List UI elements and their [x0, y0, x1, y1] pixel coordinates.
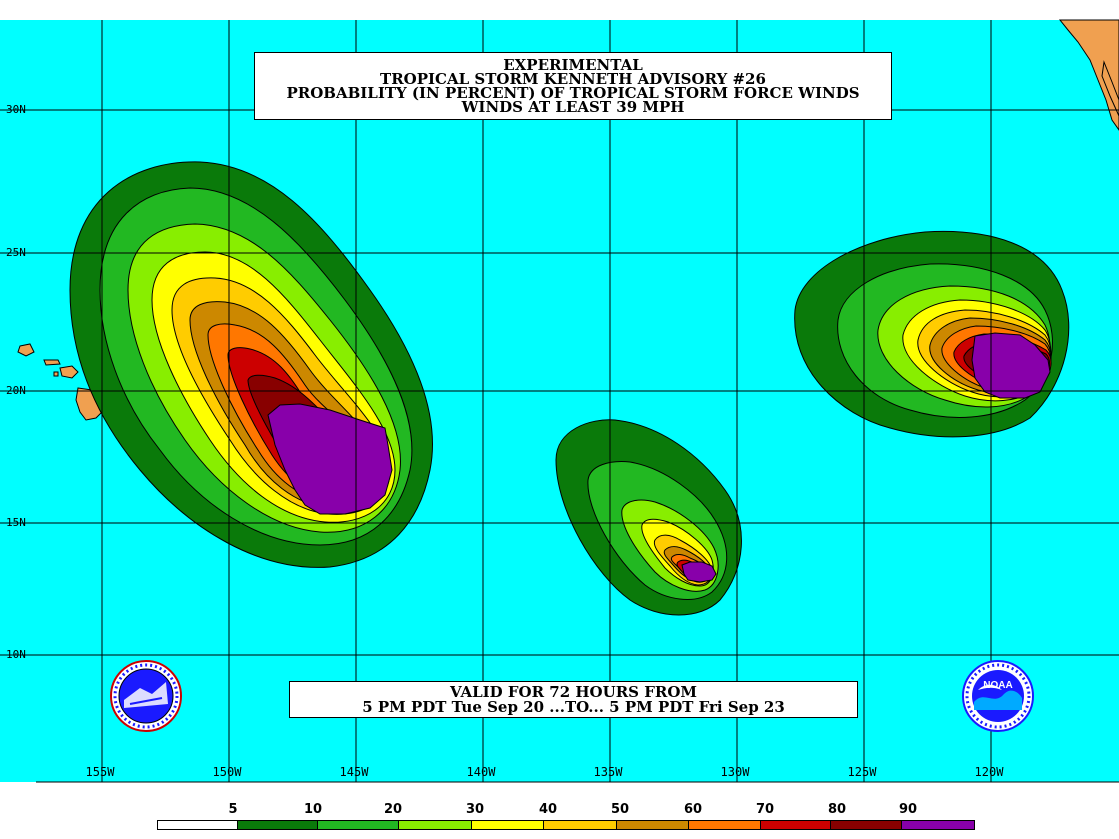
lon-label-125w: 125W — [847, 765, 877, 779]
legend-label-80: 80 — [827, 802, 847, 817]
lon-label-140w: 140W — [466, 765, 496, 779]
legend-label-90: 90 — [898, 802, 918, 817]
lon-label-145w: 145W — [339, 765, 369, 779]
land-maui — [59, 365, 79, 379]
land-mexico — [1058, 19, 1119, 131]
lat-label-15n: 15N — [6, 516, 26, 529]
lat-label-20n: 20N — [6, 384, 26, 397]
legend-swatch — [158, 821, 238, 829]
title-line-4: WINDS AT LEAST 39 MPH — [461, 98, 685, 116]
title-line-2: TROPICAL STORM KENNETH ADVISORY #26 — [380, 70, 766, 88]
lon-label-130w: 130W — [720, 765, 750, 779]
lon-label-120w: 120W — [974, 765, 1004, 779]
nws-logo — [110, 660, 182, 732]
lat-label-10n: 10N — [6, 648, 26, 661]
legend-swatch — [317, 821, 400, 829]
legend-label-30: 30 — [465, 802, 485, 817]
lon-label-155w: 155W — [85, 765, 115, 779]
land-oahu — [17, 343, 35, 357]
legend-swatch — [902, 821, 975, 829]
swath-west — [69, 161, 433, 568]
legend-swatch — [472, 821, 545, 829]
valid-line-1: VALID FOR 72 HOURS FROM — [449, 683, 698, 701]
legend-label-50: 50 — [610, 802, 630, 817]
title-box: EXPERIMENTAL TROPICAL STORM KENNETH ADVI… — [254, 52, 892, 120]
legend-label-40: 40 — [538, 802, 558, 817]
legend-swatch — [544, 821, 617, 829]
land-baja — [1101, 60, 1119, 117]
title-line-3: PROBABILITY (IN PERCENT) OF TROPICAL STO… — [286, 84, 860, 102]
land-lanai — [53, 371, 59, 377]
legend-label-20: 20 — [383, 802, 403, 817]
valid-line-2: 5 PM PDT Tue Sep 20 ...TO... 5 PM PDT Fr… — [362, 698, 785, 716]
legend-swatch — [688, 821, 761, 829]
legend-swatch — [237, 821, 318, 829]
swath-center — [555, 419, 742, 616]
valid-period-box: VALID FOR 72 HOURS FROM 5 PM PDT Tue Sep… — [289, 681, 858, 718]
legend-color-bar — [157, 820, 975, 830]
title-line-1: EXPERIMENTAL — [503, 56, 643, 74]
legend-label-10: 10 — [303, 802, 323, 817]
noaa-logo-text: NOAA — [983, 680, 1012, 691]
legend-swatch — [760, 821, 832, 829]
legend-swatch — [399, 821, 473, 829]
legend-label-60: 60 — [683, 802, 703, 817]
noaa-logo: NOAA — [962, 660, 1034, 732]
lat-label-25n: 25N — [6, 246, 26, 259]
legend-swatch — [616, 821, 689, 829]
legend-swatch — [831, 821, 903, 829]
swath-east — [794, 230, 1070, 438]
lat-label-30n: 30N — [6, 103, 26, 116]
legend-label-70: 70 — [755, 802, 775, 817]
land-molokai — [43, 359, 61, 366]
legend-label-5: 5 — [228, 802, 238, 817]
lon-label-150w: 150W — [212, 765, 242, 779]
lon-label-135w: 135W — [593, 765, 623, 779]
